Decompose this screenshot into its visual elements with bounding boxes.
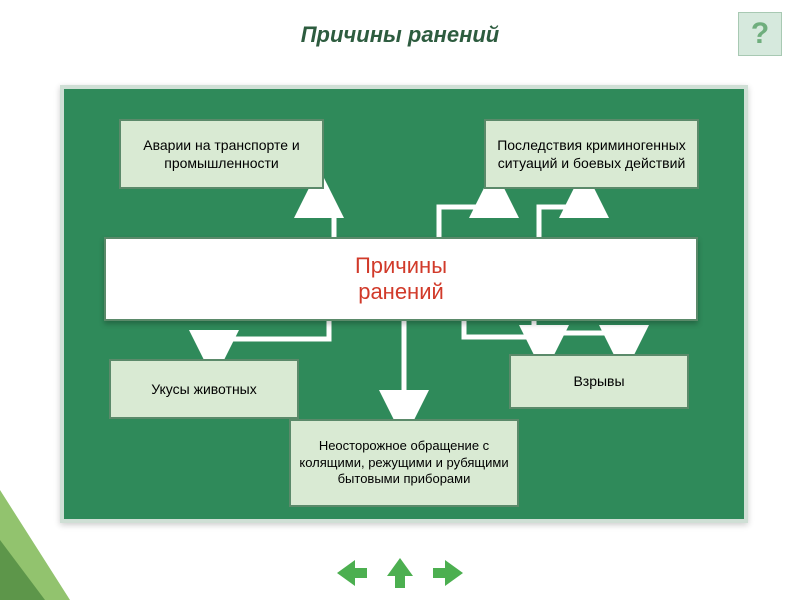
node-top-left: Аварии на транспорте и промышленности	[119, 119, 324, 189]
slide: Причины ранений ? Ава	[0, 0, 800, 600]
slide-title: Причины ранений	[0, 22, 800, 48]
node-label: Причины ранений	[355, 253, 447, 305]
nav-arrows	[335, 556, 465, 590]
diagram-panel: Аварии на транспорте и промышленности По…	[60, 85, 748, 523]
node-top-right: Последствия криминогенных ситуаций и бое…	[484, 119, 699, 189]
help-button[interactable]: ?	[738, 12, 782, 56]
node-bottom-left: Укусы животных	[109, 359, 299, 419]
node-label: Укусы животных	[151, 380, 257, 398]
nav-prev-icon[interactable]	[335, 556, 369, 590]
node-label: Последствия криминогенных ситуаций и бое…	[494, 136, 689, 172]
node-center: Причины ранений	[104, 237, 698, 321]
node-bottom-center: Неосторожное обращение с колящими, режущ…	[289, 419, 519, 507]
nav-up-icon[interactable]	[383, 556, 417, 590]
decor-triangle-2	[0, 540, 45, 600]
node-label: Взрывы	[573, 372, 624, 390]
node-label: Аварии на транспорте и промышленности	[129, 136, 314, 172]
nav-next-icon[interactable]	[431, 556, 465, 590]
node-bottom-right: Взрывы	[509, 354, 689, 409]
node-label: Неосторожное обращение с колящими, режущ…	[299, 438, 509, 489]
help-icon: ?	[751, 17, 769, 51]
